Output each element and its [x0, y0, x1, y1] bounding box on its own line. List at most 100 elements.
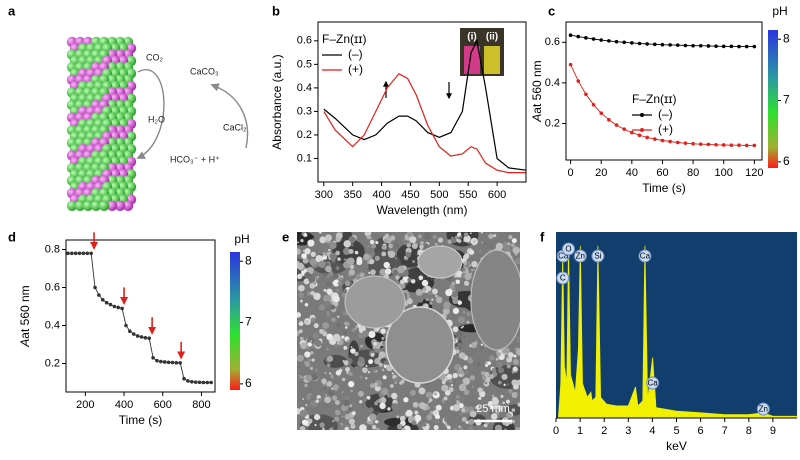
- sem-grain: [302, 377, 305, 381]
- peak-label: C: [560, 274, 566, 283]
- sem-grain: [297, 312, 302, 318]
- sem-grain: [351, 411, 356, 416]
- sem-grain: [347, 257, 355, 266]
- sem-grain: [455, 330, 463, 338]
- sem-grain: [350, 423, 356, 429]
- sem-grain: [397, 265, 405, 274]
- sem-grain: [327, 355, 334, 362]
- data-point: [737, 44, 741, 49]
- sem-grain: [483, 423, 488, 428]
- sem-grain: [310, 290, 315, 296]
- sem-grain: [475, 405, 480, 410]
- sem-grain: [309, 400, 318, 408]
- x-tick-label: 80: [687, 167, 699, 179]
- x-tick-label: 0: [553, 425, 559, 437]
- data-point: [100, 298, 105, 302]
- sem-grain: [493, 234, 497, 238]
- sem-grain: [503, 428, 508, 430]
- y-tick-label: 0.2: [297, 129, 312, 141]
- sem-grain: [512, 246, 520, 255]
- sem-grain: [314, 424, 317, 427]
- sem-grain: [341, 415, 344, 418]
- sem-grain: [496, 352, 501, 357]
- sem-grain: [482, 241, 487, 246]
- sem-grain: [488, 233, 494, 239]
- x-tick-label: 800: [192, 399, 210, 411]
- sem-grain: [384, 233, 390, 238]
- sem-grain: [465, 370, 469, 375]
- sem-grain: [299, 425, 306, 430]
- sem-grain: [478, 396, 482, 401]
- sem-grain: [435, 404, 442, 411]
- sem-grain: [368, 420, 374, 425]
- sphere: [66, 200, 78, 211]
- data-point: [721, 143, 726, 147]
- sem-grain: [489, 373, 495, 380]
- sem-grain: [332, 234, 335, 237]
- sem-grain: [507, 242, 511, 246]
- sem-grain: [462, 325, 464, 328]
- sem-grain: [304, 369, 309, 374]
- sem-grain: [443, 301, 451, 310]
- series-line: [323, 73, 526, 174]
- data-point: [73, 251, 78, 256]
- data-point: [93, 285, 97, 290]
- data-point: [104, 300, 109, 305]
- sem-grain: [452, 413, 456, 417]
- sem-grain: [466, 311, 471, 317]
- sem-grain: [337, 281, 343, 286]
- sem-grain: [492, 422, 496, 425]
- sem-grain: [331, 395, 338, 401]
- sem-grain: [368, 330, 376, 339]
- sem-grain: [511, 238, 517, 244]
- sem-grain: [319, 329, 324, 334]
- sem-grain: [422, 287, 427, 292]
- y-tick-label: 0.4: [297, 82, 312, 94]
- sem-grain: [413, 402, 417, 406]
- sem-grain: [301, 419, 309, 426]
- plot-frame: [65, 239, 216, 393]
- sem-grain: [369, 239, 375, 245]
- sem-grain: [433, 392, 436, 395]
- sem-grain: [489, 355, 495, 361]
- sem-grain: [451, 290, 459, 298]
- data-point: [201, 380, 206, 385]
- sem-grain: [368, 271, 371, 274]
- sem-grain: [303, 232, 308, 237]
- sem-grain: [326, 295, 332, 301]
- x-tick-label: 500: [430, 189, 448, 201]
- sem-grain: [426, 406, 431, 410]
- sem-grain: [428, 401, 430, 404]
- sem-grain: [423, 232, 431, 240]
- sem-grain: [382, 375, 387, 380]
- data-point: [81, 251, 86, 256]
- peak-badge: [591, 249, 605, 263]
- sem-grain: [511, 379, 519, 387]
- x-tick-label: 5: [673, 425, 679, 437]
- y-axis-text: at 560 nm: [18, 285, 32, 338]
- data-point: [614, 39, 619, 44]
- sem-grain: [449, 283, 455, 290]
- sem-grain: [490, 413, 498, 420]
- sem-grain: [391, 392, 398, 400]
- sem-grain: [345, 396, 349, 400]
- sem-grain: [497, 380, 502, 385]
- legend-marker: [640, 113, 644, 117]
- x-axis-label: Time (s): [642, 181, 686, 195]
- y-tick-label: 0.6: [545, 36, 560, 48]
- sem-grain: [461, 416, 467, 422]
- sem-grain: [324, 273, 328, 277]
- sem-grain: [319, 324, 323, 327]
- data-point: [97, 293, 101, 297]
- y-axis-text: at 560 nm: [530, 60, 544, 113]
- x-tick-label: 400: [115, 399, 133, 411]
- sem-grain: [444, 389, 451, 396]
- sem-grain: [412, 260, 416, 263]
- sem-grain: [304, 351, 311, 358]
- sem-grain: [363, 397, 368, 402]
- sem-grain: [431, 298, 434, 301]
- data-point: [576, 79, 581, 83]
- sem-grain: [359, 375, 363, 379]
- sem-grain: [487, 361, 492, 366]
- sem-grain: [304, 383, 308, 388]
